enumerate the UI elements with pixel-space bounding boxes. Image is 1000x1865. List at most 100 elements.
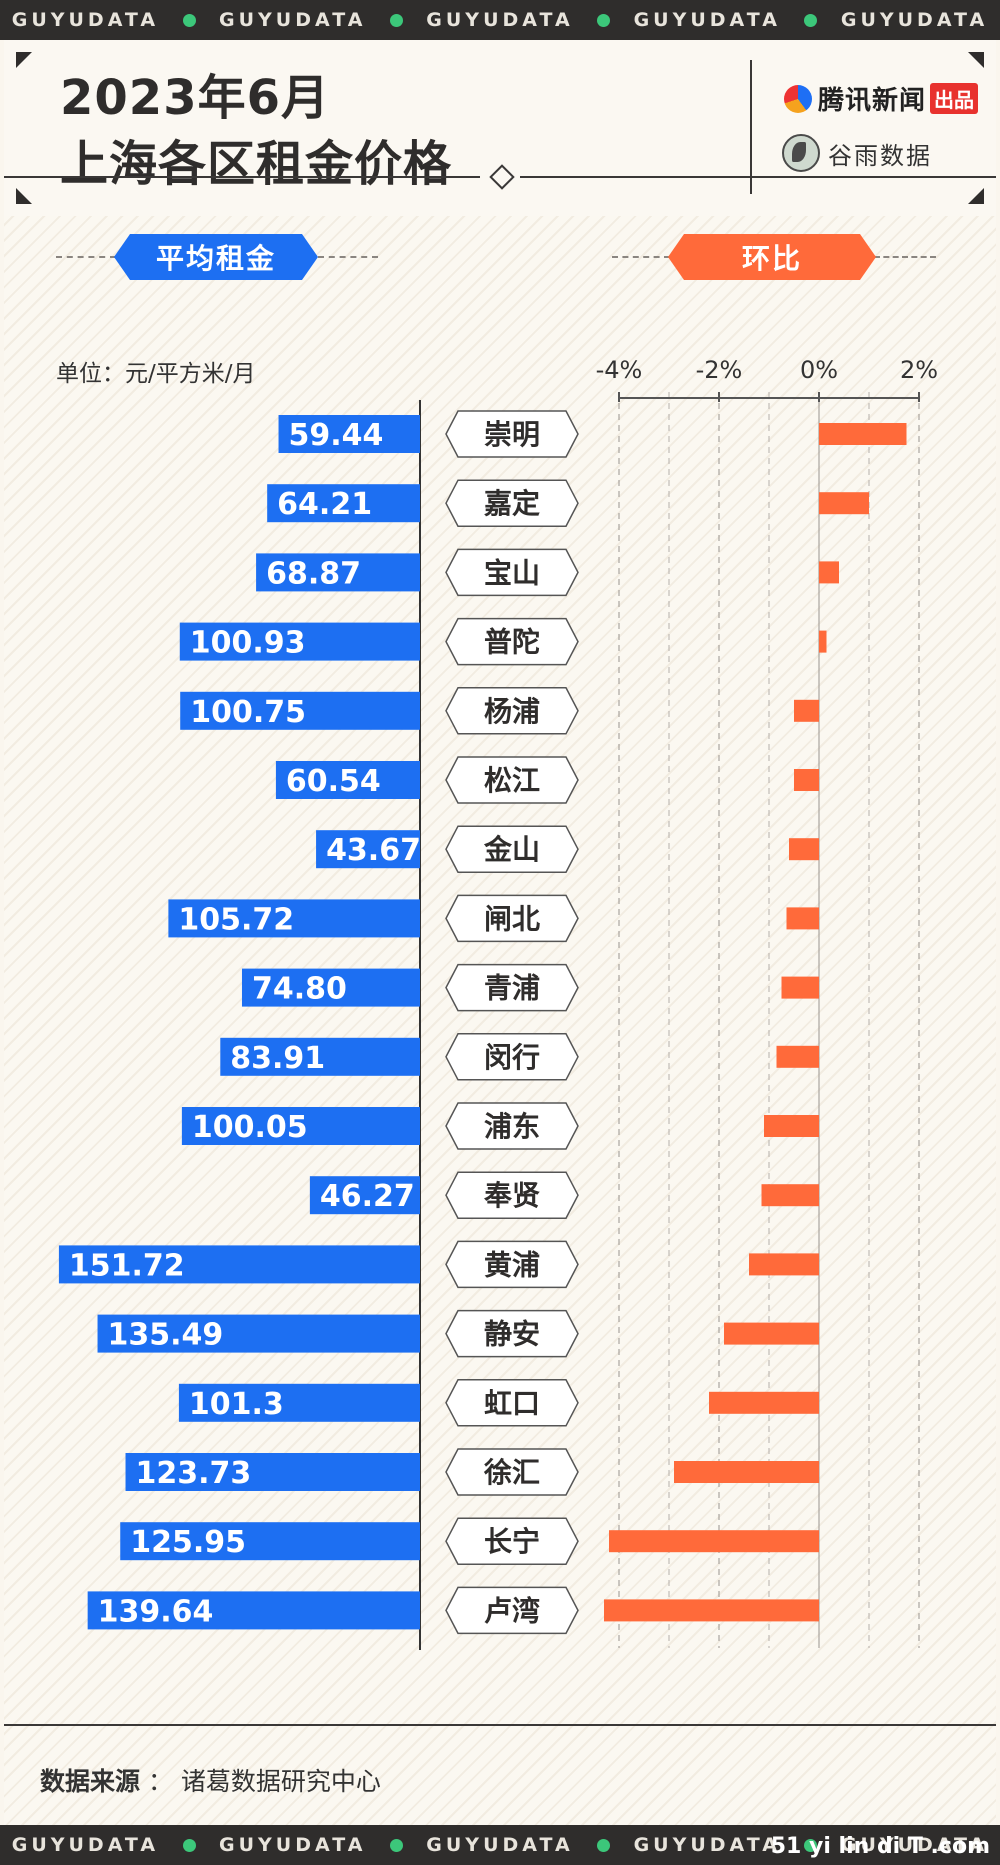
district-label-box bbox=[445, 479, 579, 527]
district-label-box bbox=[445, 1379, 579, 1427]
rent-bar bbox=[178, 1383, 420, 1422]
rent-bar bbox=[87, 1591, 420, 1630]
guyu-logo-icon bbox=[782, 134, 820, 172]
district-label: 卢湾 bbox=[484, 1594, 540, 1627]
rent-value-label: 105.72 bbox=[178, 902, 294, 937]
district-label: 宝山 bbox=[484, 556, 540, 589]
rent-value-label: 68.87 bbox=[266, 556, 361, 591]
ticker-dot bbox=[389, 13, 403, 27]
district-label-box bbox=[445, 410, 579, 458]
ticker-dot bbox=[597, 1838, 611, 1852]
mom-change-bar bbox=[674, 1461, 819, 1483]
dash-line bbox=[612, 256, 670, 258]
x-tick-label: -2% bbox=[696, 356, 743, 384]
district-label-box bbox=[445, 548, 579, 597]
rent-bar bbox=[180, 691, 420, 730]
district-label-box bbox=[445, 825, 579, 873]
rent-value-label: 46.27 bbox=[320, 1179, 415, 1214]
rent-bar bbox=[316, 830, 420, 869]
district-label-box bbox=[445, 1448, 579, 1496]
district-label: 黄浦 bbox=[484, 1248, 540, 1281]
district-label: 崇明 bbox=[484, 418, 540, 451]
header-rule-left bbox=[4, 176, 480, 178]
rent-value-label: 135.49 bbox=[108, 1318, 224, 1353]
ticker-text: GUYUDATA bbox=[426, 1834, 574, 1856]
rent-bar bbox=[309, 1176, 420, 1215]
rent-value-label: 100.75 bbox=[190, 695, 306, 730]
brand-tag: 出品 bbox=[930, 83, 979, 114]
rent-value-label: 139.64 bbox=[98, 1594, 214, 1629]
mom-change-bar bbox=[819, 630, 827, 653]
data-source: 数据来源 ： 诸葛数据研究中心 bbox=[40, 1762, 381, 1798]
ticker-text: GUYUDATA bbox=[11, 1834, 160, 1856]
district-label-box bbox=[445, 1102, 579, 1150]
ticker-text: GUYUDATA bbox=[633, 1834, 781, 1856]
rent-value-label: 123.73 bbox=[136, 1456, 252, 1491]
district-label: 长宁 bbox=[484, 1525, 540, 1558]
district-label-box bbox=[445, 687, 579, 735]
mom-change-bar bbox=[819, 561, 839, 584]
ticker-text: GUYUDATA bbox=[426, 9, 574, 31]
mom-change-bar bbox=[794, 769, 819, 791]
ticker-dot bbox=[597, 13, 611, 27]
ticker-text: GUYUDATA bbox=[633, 9, 781, 31]
mom-change-bar bbox=[709, 1391, 819, 1414]
rent-bar bbox=[168, 899, 420, 938]
ticker-text: GUYUDATA bbox=[840, 1834, 989, 1856]
rent-value-label: 43.67 bbox=[326, 833, 421, 868]
brand-name: 谷雨数据 bbox=[828, 141, 932, 170]
corner-mark bbox=[16, 52, 32, 68]
district-label-box bbox=[445, 1240, 579, 1289]
mom-change-bar bbox=[604, 1599, 819, 1622]
district-label: 虹口 bbox=[484, 1387, 540, 1420]
mom-change-bar bbox=[749, 1253, 819, 1276]
rent-bar bbox=[256, 553, 420, 592]
rent-bar bbox=[58, 1245, 420, 1284]
mom-change-bar bbox=[764, 1115, 819, 1137]
rent-value-label: 83.91 bbox=[230, 1041, 325, 1076]
district-label: 青浦 bbox=[484, 972, 540, 1005]
district-label: 浦东 bbox=[484, 1110, 540, 1143]
unit-label: 单位：元/平方米/月 bbox=[56, 361, 256, 387]
corner-mark bbox=[968, 188, 984, 204]
ticker-text: GUYUDATA bbox=[840, 9, 989, 31]
header-divider bbox=[750, 60, 752, 194]
mom-change-bar bbox=[786, 907, 819, 930]
ticker-dot bbox=[389, 1838, 403, 1852]
district-label-box bbox=[445, 1586, 579, 1635]
district-label: 松江 bbox=[484, 764, 540, 797]
rent-bar bbox=[220, 1037, 420, 1076]
rent-value-label: 59.44 bbox=[289, 418, 384, 453]
x-tick-label: -4% bbox=[596, 356, 643, 384]
source-label: 数据来源 bbox=[40, 1767, 141, 1796]
district-label-box bbox=[445, 1033, 579, 1081]
bottom-ticker-bar: GUYUDATA GUYUDATA GUYUDATA GUYUDATA GUYU… bbox=[0, 1825, 1000, 1865]
guyu-data-brand: 谷雨数据 bbox=[782, 134, 932, 172]
header-rule-right bbox=[520, 176, 996, 178]
rent-value-label: 74.80 bbox=[252, 972, 347, 1007]
mom-change-bar bbox=[761, 1184, 819, 1207]
district-label: 杨浦 bbox=[484, 695, 540, 728]
tencent-news-brand: 腾讯新闻 出品 bbox=[784, 80, 979, 117]
district-label: 普陀 bbox=[484, 626, 540, 659]
district-label: 静安 bbox=[484, 1318, 540, 1351]
tencent-news-logo-icon bbox=[784, 84, 812, 113]
footer-rule bbox=[4, 1724, 996, 1726]
district-label-box bbox=[445, 1517, 579, 1565]
mom-change-bar bbox=[781, 976, 819, 999]
rent-value-label: 100.05 bbox=[192, 1110, 308, 1145]
district-label-box bbox=[445, 617, 579, 666]
ticker-text: GUYUDATA bbox=[219, 1834, 367, 1856]
district-label-box bbox=[445, 894, 579, 943]
district-label: 奉贤 bbox=[484, 1179, 540, 1212]
avg-rent-legend-pill: 平均租金 bbox=[114, 234, 318, 280]
corner-mark bbox=[968, 52, 984, 68]
corner-mark bbox=[16, 188, 32, 204]
top-ticker-bar: GUYUDATA GUYUDATA GUYUDATA GUYUDATA GUYU… bbox=[0, 0, 1000, 40]
brand-name: 腾讯新闻 bbox=[818, 86, 927, 116]
dash-line bbox=[56, 256, 116, 258]
mom-change-bar bbox=[609, 1530, 819, 1553]
page-title-line2: 上海各区租金价格 bbox=[60, 136, 453, 192]
rent-value-label: 60.54 bbox=[286, 764, 381, 799]
rent-bar bbox=[125, 1453, 421, 1491]
